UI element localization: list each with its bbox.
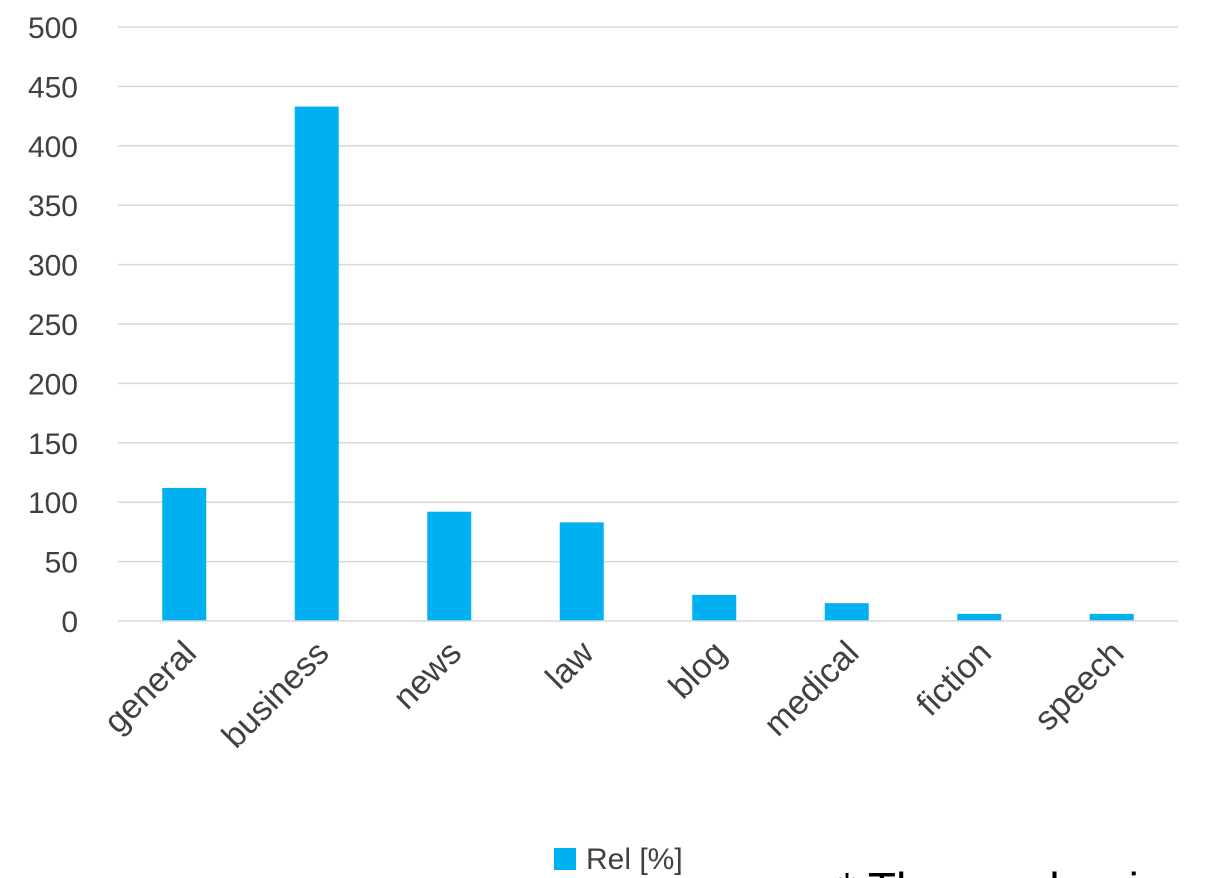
x-axis-category-labels: general business news law blog medical fiction…: [97, 633, 1132, 755]
bar-medical: [824, 603, 869, 621]
bar-fiction: [957, 613, 1002, 621]
legend: Rel [%]: [554, 843, 683, 876]
bar-news: [427, 511, 472, 621]
bar-law: [559, 522, 604, 621]
legend-label: Rel [%]: [586, 843, 683, 876]
y-tick-label: 350: [28, 190, 78, 223]
y-tick-label: 50: [45, 547, 78, 580]
legend-swatch: [554, 848, 576, 870]
footnote-text: * The number in: [838, 863, 1164, 878]
x-category-label: general: [97, 634, 204, 741]
y-tick-label: 100: [28, 487, 78, 520]
x-category-label: blog: [662, 634, 734, 706]
x-category-label: news: [386, 634, 469, 717]
bars: [162, 106, 1134, 621]
x-category-label: law: [538, 633, 601, 696]
bar-general: [162, 487, 207, 621]
y-tick-label: 0: [61, 606, 78, 639]
gridlines: [118, 26, 1178, 563]
y-tick-label: 500: [28, 12, 78, 45]
y-tick-label: 450: [28, 71, 78, 104]
x-category-label: business: [215, 634, 337, 756]
x-category-label: fiction: [909, 634, 999, 724]
bar-blog: [692, 594, 737, 621]
bar-business: [294, 106, 339, 621]
y-tick-label: 400: [28, 131, 78, 164]
x-category-label: medical: [757, 634, 867, 744]
y-tick-label: 200: [28, 368, 78, 401]
y-axis-tick-labels: 0 50 100 150 200 250 300 350 400 450 500: [28, 12, 78, 639]
x-category-label: speech: [1027, 634, 1131, 738]
y-tick-label: 300: [28, 250, 78, 283]
y-tick-label: 150: [28, 428, 78, 461]
y-tick-label: 250: [28, 309, 78, 342]
bar-speech: [1089, 613, 1134, 621]
